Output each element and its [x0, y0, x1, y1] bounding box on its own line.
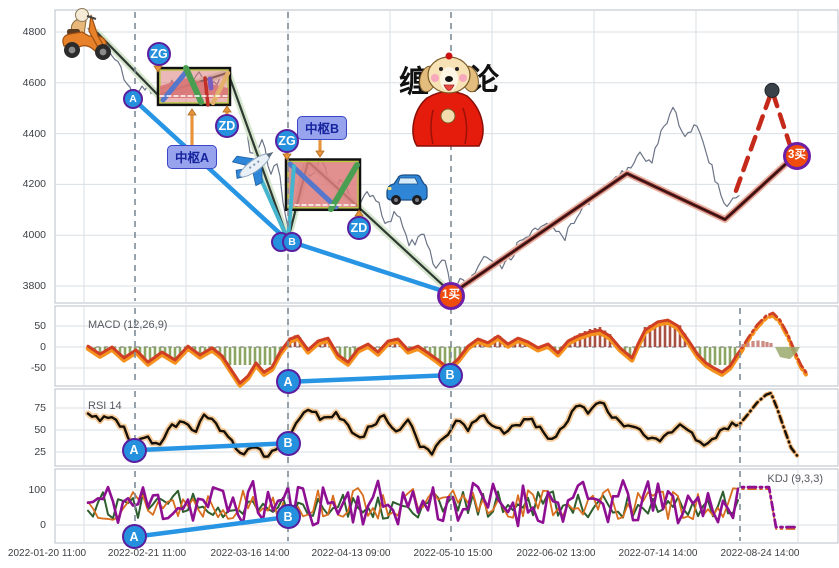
panel-title-rsi: RSI 14	[88, 400, 122, 412]
marker-A-price: A	[123, 88, 143, 109]
y-tick-label-macd: -50	[30, 362, 46, 374]
marker-ZG-price: ZG	[275, 128, 299, 153]
x-tick-label: 2022-03-16 14:00	[210, 548, 290, 559]
marker-ZD-price: ZD	[215, 113, 239, 138]
x-tick-label: 2022-08-24 14:00	[720, 548, 800, 559]
pivot-zone-label: 中枢A	[166, 145, 218, 169]
marker-B-kdj: B	[275, 504, 301, 530]
marker-B-rsi: B	[275, 430, 301, 456]
monk-robe	[412, 90, 484, 147]
marker-A-macd: A	[275, 369, 301, 395]
x-tick-label: 2022-01-20 11:00	[7, 548, 87, 559]
marker-1买-price: 1买	[437, 281, 465, 310]
marker-A-rsi: A	[121, 437, 147, 463]
x-tick-label: 2022-02-21 11:00	[107, 548, 187, 559]
y-tick-label-price: 4600	[22, 76, 46, 89]
macd-panel	[85, 311, 808, 388]
panel-title-macd: MACD (12,26,9)	[88, 319, 168, 331]
y-tick-label-kdj: 0	[40, 519, 46, 531]
marker-ZD-price: ZD	[347, 216, 371, 241]
dog-face-icon	[419, 52, 479, 94]
y-tick-label-macd: 0	[40, 341, 46, 353]
y-tick-label-price: 4400	[22, 127, 46, 140]
car-icon	[386, 174, 428, 205]
marker-B-macd: B	[437, 362, 463, 388]
pivot-zone-label: 中枢B	[296, 116, 348, 140]
scooter-icon	[62, 8, 111, 60]
x-tick-label: 2022-07-14 14:00	[618, 548, 698, 559]
panel-title-kdj: KDJ (9,3,3)	[767, 473, 823, 485]
marker-ZG-price: ZG	[147, 42, 171, 67]
rsi-panel	[85, 390, 800, 460]
y-tick-label-price: 4200	[22, 178, 46, 191]
y-tick-label-price: 3800	[22, 280, 46, 292]
marker-3买-price: 3买	[783, 141, 811, 170]
x-tick-label: 2022-05-10 15:00	[413, 548, 493, 559]
marker-A-kdj: A	[121, 524, 147, 550]
chan-mascot: 缠 论	[399, 52, 500, 147]
y-tick-label-kdj: 100	[28, 484, 46, 496]
x-tick-label: 2022-06-02 13:00	[516, 548, 596, 559]
y-tick-label-rsi: 25	[34, 446, 46, 458]
y-tick-label-macd: 50	[34, 320, 46, 332]
y-tick-label-rsi: 50	[34, 424, 46, 436]
orange-arrow-icon	[187, 108, 197, 148]
marker-B-price: B	[282, 232, 302, 253]
x-tick-label: 2022-04-13 09:00	[311, 548, 391, 559]
y-tick-label-price: 4000	[22, 229, 46, 242]
kdj-panel	[86, 479, 797, 540]
y-tick-label-price: 4800	[22, 26, 46, 38]
y-tick-label-rsi: 75	[34, 402, 46, 414]
airplane-icon	[231, 151, 274, 187]
